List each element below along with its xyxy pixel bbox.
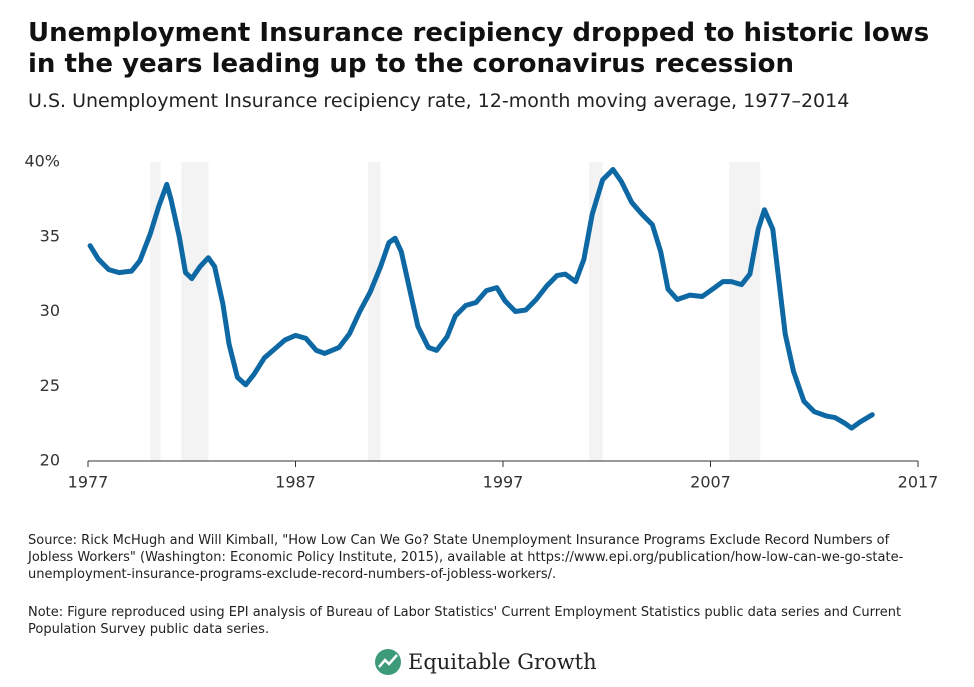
x-tick-label: 1987 bbox=[275, 473, 316, 492]
series-line bbox=[87, 167, 875, 431]
brand: Equitable Growth bbox=[408, 650, 597, 674]
recession-band bbox=[589, 162, 603, 461]
x-tick-label: 2007 bbox=[690, 473, 731, 492]
logo: Equitable Growth bbox=[374, 648, 597, 676]
y-tick-label: 20 bbox=[40, 451, 60, 470]
chart: 20 25 30 35 40% 1977 1987 1997 2007 2017 bbox=[24, 152, 939, 492]
y-tick-label: 25 bbox=[40, 376, 60, 395]
recession-band bbox=[729, 162, 761, 461]
x-tick-label: 2017 bbox=[898, 473, 939, 492]
recession-band bbox=[150, 162, 161, 461]
recession-band bbox=[181, 162, 209, 461]
y-tick-label: 40% bbox=[24, 152, 60, 171]
x-tick-label: 1977 bbox=[68, 473, 109, 492]
note: Note: Figure reproduced using EPI analys… bbox=[28, 605, 902, 637]
subtitle: U.S. Unemployment Insurance recipiency r… bbox=[28, 90, 850, 112]
logo-icon bbox=[375, 649, 401, 675]
y-tick-label: 30 bbox=[40, 301, 60, 320]
recession-band bbox=[368, 162, 381, 461]
source: Source: Rick McHugh and Will Kimball, "H… bbox=[28, 533, 904, 582]
x-tick-label: 1997 bbox=[483, 473, 524, 492]
y-tick-label: 35 bbox=[40, 226, 60, 245]
title: Unemployment Insurance recipiency droppe… bbox=[28, 18, 930, 79]
